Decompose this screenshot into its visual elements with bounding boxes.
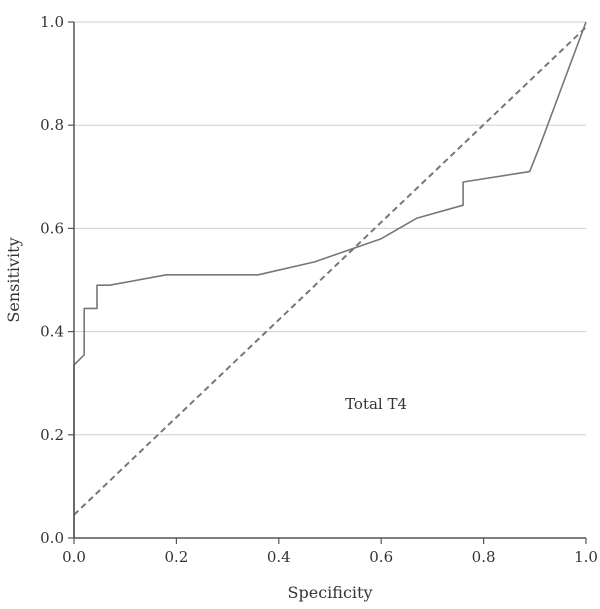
y-ticks: 0.0 0.2 0.4 0.6 0.8 1.0 bbox=[40, 13, 74, 547]
x-tick-label-5: 1.0 bbox=[574, 548, 598, 566]
y-tick-label-3: 0.6 bbox=[40, 219, 64, 237]
axes bbox=[73, 22, 586, 539]
annotation-total-t4: Total T4 bbox=[345, 395, 407, 413]
series-layer bbox=[73, 21, 587, 538]
x-ticks: 0.0 0.2 0.4 0.6 0.8 1.0 bbox=[62, 538, 598, 566]
x-tick-label-4: 0.8 bbox=[472, 548, 496, 566]
y-tick-label-5: 1.0 bbox=[40, 13, 64, 31]
y-tick-label-4: 0.8 bbox=[40, 116, 64, 134]
x-tick-label-1: 0.2 bbox=[164, 548, 188, 566]
y-tick-label-1: 0.2 bbox=[40, 426, 64, 444]
reference-diagonal-line bbox=[73, 26, 587, 516]
y-tick-label-0: 0.0 bbox=[40, 529, 64, 547]
y-tick-label-2: 0.4 bbox=[40, 323, 64, 341]
x-axis-label: Specificity bbox=[288, 583, 373, 602]
grid-lines bbox=[74, 21, 586, 436]
x-tick-label-2: 0.4 bbox=[267, 548, 291, 566]
x-tick-label-3: 0.6 bbox=[369, 548, 393, 566]
x-tick-label-0: 0.0 bbox=[62, 548, 86, 566]
roc-curve-line bbox=[73, 21, 587, 538]
y-axis-label: Sensitivity bbox=[4, 237, 23, 322]
